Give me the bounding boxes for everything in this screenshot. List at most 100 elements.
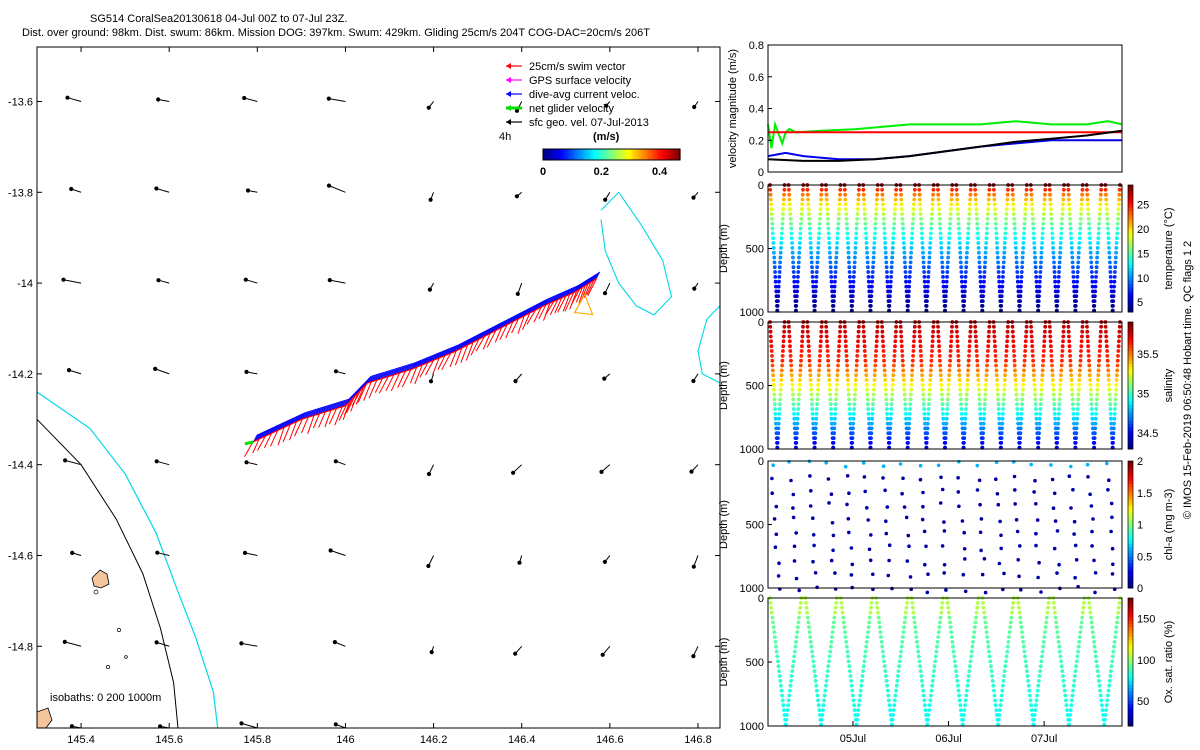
profile-point <box>837 207 841 212</box>
profile-point <box>912 329 917 334</box>
profile-point <box>1074 294 1079 299</box>
profile-point <box>779 241 784 245</box>
profile-point <box>1050 373 1055 378</box>
profile-point <box>1074 558 1079 562</box>
profile-point <box>1098 329 1103 334</box>
profile-point <box>1093 649 1098 654</box>
profile-point <box>829 416 834 421</box>
profile-point <box>866 279 871 284</box>
profile-point <box>867 284 871 289</box>
profile-point <box>868 304 873 308</box>
profile-point <box>1016 421 1020 426</box>
profile-point <box>908 397 913 402</box>
profile-colorbar-segment <box>1128 687 1133 692</box>
swim-vector <box>543 302 551 321</box>
profile-point <box>956 476 960 480</box>
profile-point <box>788 212 793 216</box>
profile-point <box>999 431 1004 436</box>
profile-point <box>943 294 948 299</box>
profile-point <box>775 654 780 659</box>
profile-point <box>838 324 843 329</box>
profile-point <box>797 588 801 593</box>
profile-point <box>1069 703 1074 708</box>
profile-point <box>1022 226 1027 231</box>
profile-point <box>847 397 851 402</box>
profile-point <box>1005 339 1009 344</box>
profile-point <box>917 324 922 329</box>
profile-point <box>864 373 869 378</box>
profile-point <box>906 431 911 436</box>
profile-point <box>807 217 812 221</box>
profile-point <box>769 349 774 353</box>
profile-point <box>1089 265 1094 270</box>
profile-point <box>890 260 894 265</box>
profile-point <box>1044 620 1049 625</box>
profile-point <box>811 659 816 664</box>
profile-point <box>954 674 959 678</box>
profile-point <box>789 236 794 241</box>
profile-point <box>796 412 800 416</box>
profile-point <box>918 207 923 212</box>
profile-point <box>927 397 932 402</box>
profile-point <box>824 334 829 339</box>
profile-point <box>1055 304 1059 308</box>
swim-vector <box>554 297 563 314</box>
profile-point <box>995 378 999 382</box>
profile-point <box>929 368 933 373</box>
profile-point <box>861 669 865 673</box>
profile-point <box>993 703 998 708</box>
profile-point <box>828 649 833 654</box>
profile-point <box>941 416 946 421</box>
profile-point <box>962 436 967 440</box>
geo-velocity-vector <box>156 188 170 193</box>
profile-point <box>1039 255 1044 260</box>
profile-point <box>985 358 990 363</box>
profile-point <box>980 304 985 308</box>
profile-point <box>1089 260 1094 265</box>
profile-point <box>927 402 931 407</box>
profile-colorbar-segment <box>1128 601 1133 605</box>
swim-vector <box>351 389 362 407</box>
profile-colorbar-segment <box>1128 719 1133 724</box>
profile-y-axis-label: Depth (m) <box>718 500 730 549</box>
profile-point <box>863 217 867 221</box>
profile-point <box>891 231 896 236</box>
profile-point <box>787 187 791 192</box>
profile-point <box>967 217 971 221</box>
profile-point <box>1013 368 1017 373</box>
profile-point <box>834 397 838 402</box>
profile-point <box>922 279 927 284</box>
profile-point <box>969 649 974 654</box>
profile-point <box>922 270 926 274</box>
profile-point <box>1037 284 1042 289</box>
profile-point <box>1050 226 1054 231</box>
profile-point <box>997 561 1002 566</box>
profile-point <box>792 421 797 426</box>
profile-y-tick-label: 1000 <box>740 444 764 456</box>
profile-point <box>773 270 777 274</box>
profile-point <box>1024 187 1029 192</box>
profile-point <box>1099 324 1103 329</box>
profile-point <box>987 187 992 192</box>
profile-point <box>1029 192 1034 197</box>
colorbar-segment <box>634 149 638 160</box>
profile-point <box>885 416 890 421</box>
profile-point <box>817 221 822 226</box>
profile-point <box>815 392 820 397</box>
profile-point <box>888 284 893 289</box>
geo-velocity-vector <box>155 368 170 375</box>
profile-point <box>947 378 951 382</box>
profile-point <box>882 226 887 231</box>
profile-point <box>1017 304 1022 308</box>
profile-point <box>998 519 1002 524</box>
profile-point <box>936 334 941 339</box>
profile-point <box>777 402 782 407</box>
profile-point <box>1094 412 1098 416</box>
profile-point <box>819 324 824 329</box>
profile-point <box>1070 698 1074 703</box>
profile-point <box>879 635 883 639</box>
profile-point <box>771 246 776 250</box>
profile-point <box>770 226 775 231</box>
profile-point <box>800 192 805 197</box>
profile-point <box>982 265 987 270</box>
